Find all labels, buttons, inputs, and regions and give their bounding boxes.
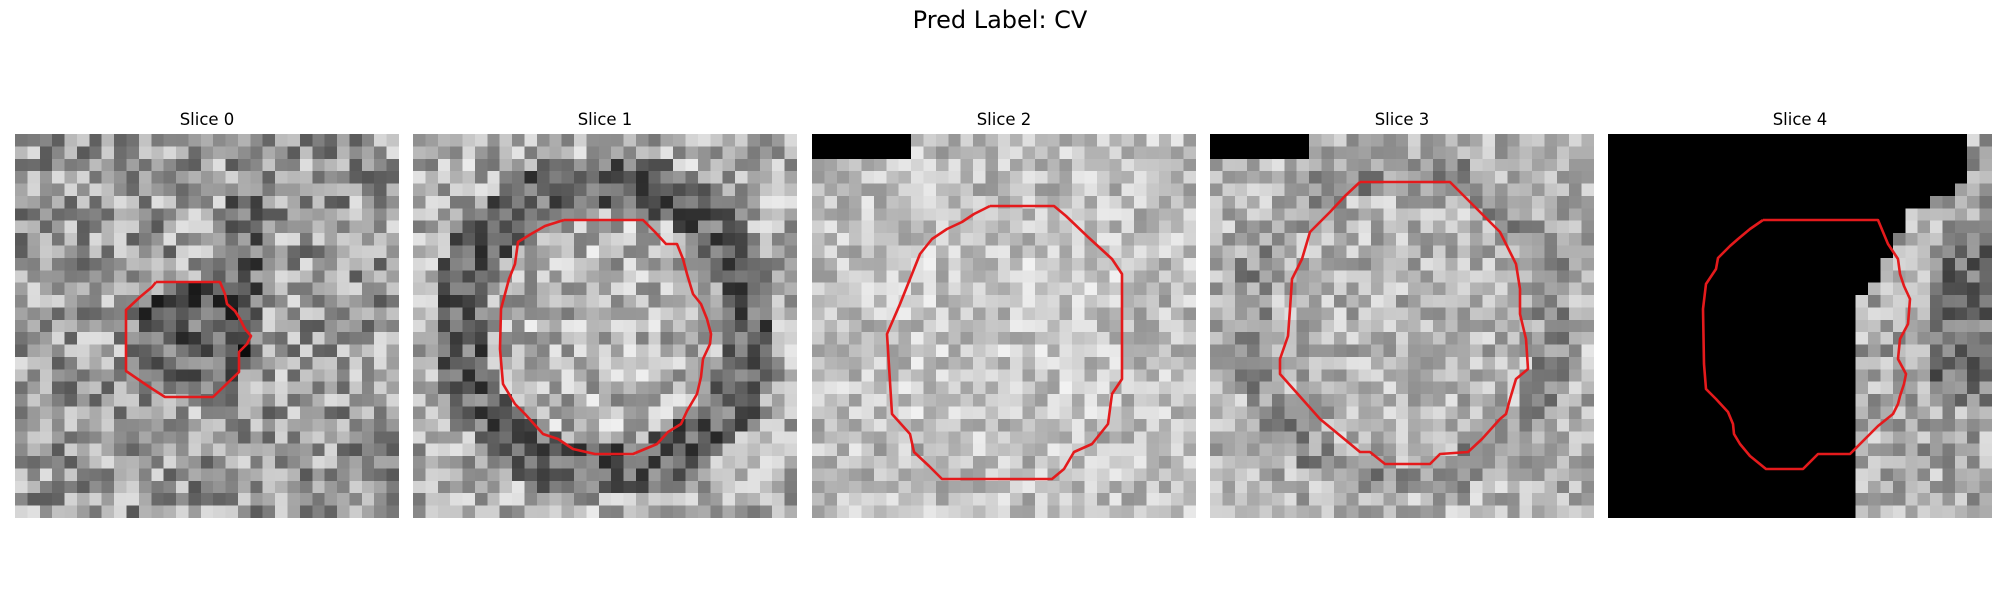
slice-image-frame xyxy=(812,134,1196,518)
segmentation-contour-overlay xyxy=(413,134,797,518)
segmentation-contour-overlay xyxy=(812,134,1196,518)
predicted-contour xyxy=(887,206,1122,479)
slice-title: Slice 2 xyxy=(812,108,1196,132)
slice-panel-0: Slice 0 xyxy=(15,108,399,518)
predicted-contour xyxy=(500,220,711,454)
segmentation-contour-overlay xyxy=(15,134,399,518)
slice-title: Slice 1 xyxy=(413,108,797,132)
segmentation-contour-overlay xyxy=(1608,134,1992,518)
predicted-contour xyxy=(126,282,251,397)
slice-title: Slice 4 xyxy=(1608,108,1992,132)
figure-title: Pred Label: CV xyxy=(0,6,2000,34)
slice-panel-2: Slice 2 xyxy=(812,108,1196,518)
slice-title: Slice 3 xyxy=(1210,108,1594,132)
slice-image-frame xyxy=(15,134,399,518)
slice-panel-4: Slice 4 xyxy=(1608,108,1992,518)
segmentation-contour-overlay xyxy=(1210,134,1594,518)
predicted-contour xyxy=(1703,220,1910,469)
slice-panel-3: Slice 3 xyxy=(1210,108,1594,518)
slice-image-frame xyxy=(1210,134,1594,518)
predicted-contour xyxy=(1280,182,1528,464)
slice-image-frame xyxy=(1608,134,1992,518)
slice-image-frame xyxy=(413,134,797,518)
slice-title: Slice 0 xyxy=(15,108,399,132)
slice-panel-1: Slice 1 xyxy=(413,108,797,518)
